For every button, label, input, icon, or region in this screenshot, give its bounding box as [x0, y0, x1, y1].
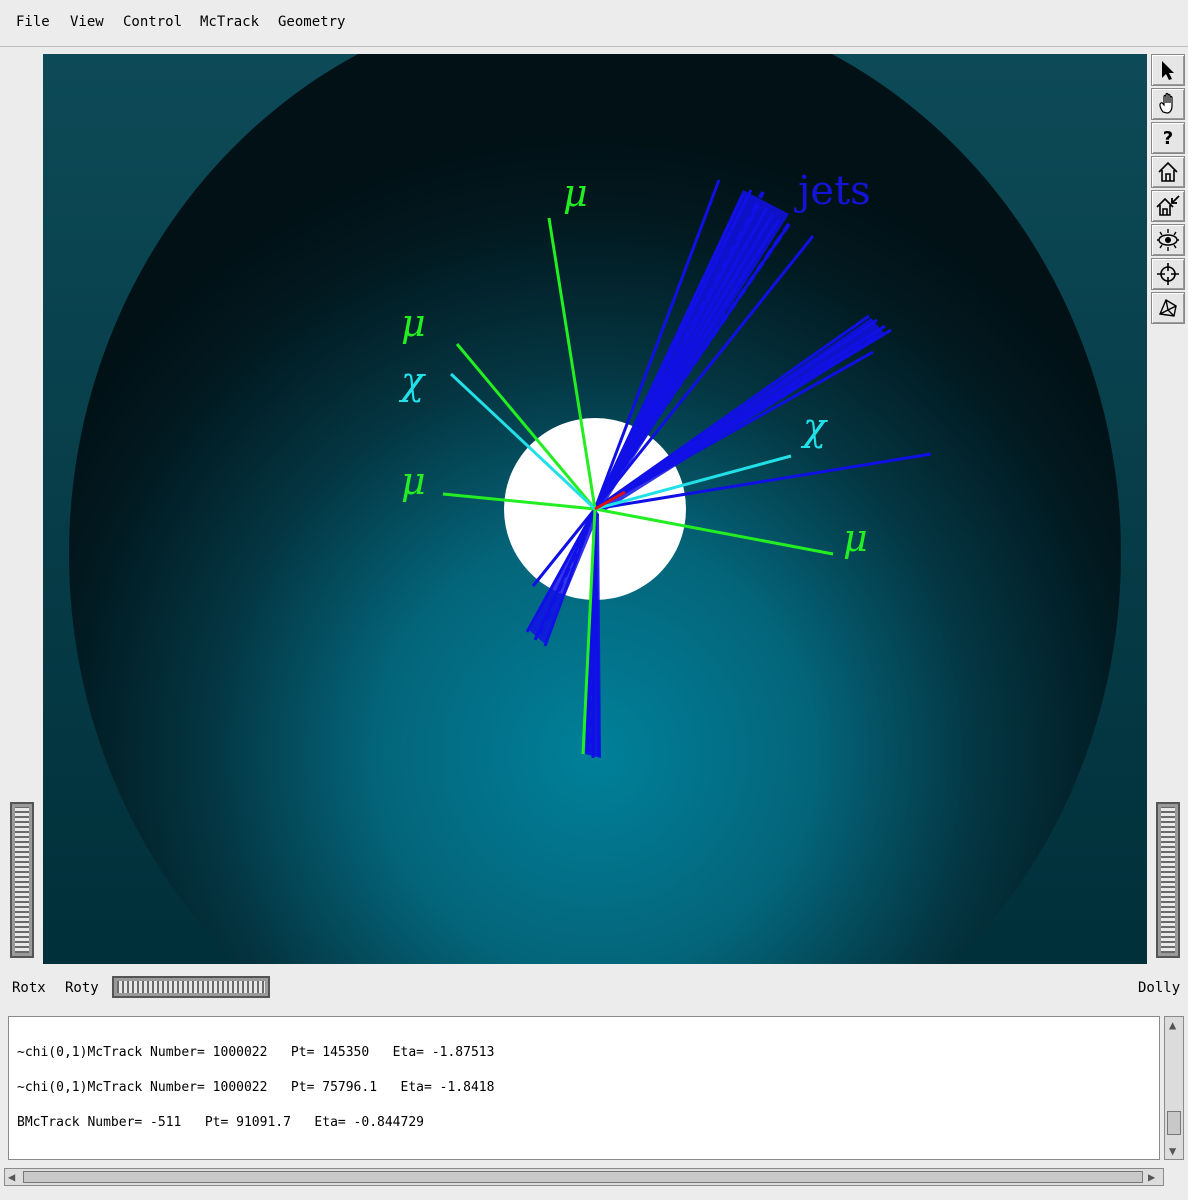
home-tool-button[interactable]	[1151, 156, 1185, 188]
event-display-viewport[interactable]: μ μ μ μ χ χ jets	[43, 54, 1147, 964]
console-line: ~chi(0,1)McTrack Number= 1000022 Pt= 145…	[17, 1045, 495, 1060]
console-line: ~chi(0,1)McTrack Number= 1000022 Pt= 757…	[17, 1080, 495, 1095]
pan-tool-button[interactable]	[1151, 88, 1185, 120]
scroll-down-arrow-icon[interactable]: ▼	[1169, 1144, 1177, 1158]
help-icon: ?	[1162, 127, 1174, 149]
chi-label: χ	[398, 359, 426, 403]
console-output[interactable]: ~chi(0,1)McTrack Number= 1000022 Pt= 145…	[8, 1016, 1160, 1160]
toggle-camera-icon	[1158, 298, 1177, 317]
dolly-label: Dolly	[1138, 980, 1181, 996]
menu-control[interactable]: Control	[123, 14, 183, 30]
viewer-toolbar: ?	[1150, 54, 1186, 326]
camera-tool-button[interactable]	[1151, 292, 1185, 324]
roty-label: Roty	[65, 980, 99, 996]
rotx-label: Rotx	[12, 980, 46, 996]
pan-hand-icon	[1159, 92, 1173, 114]
jet-track	[531, 508, 597, 587]
muon-tracks	[442, 217, 834, 755]
view-all-tool-button[interactable]	[1151, 224, 1185, 256]
chi-track	[449, 372, 597, 511]
horizontal-scroll-thumb[interactable]	[23, 1171, 1143, 1183]
home-icon	[1158, 161, 1178, 182]
seek-icon	[1157, 263, 1179, 285]
rotx-thumbwheel[interactable]	[10, 802, 34, 958]
menu-mctrack[interactable]: McTrack	[200, 14, 260, 30]
muon-track	[594, 507, 834, 556]
short-red-track	[594, 490, 626, 511]
seek-tool-button[interactable]	[1151, 258, 1185, 290]
scroll-left-arrow-icon[interactable]: ◀	[8, 1170, 16, 1184]
jet-cone	[529, 509, 599, 644]
select-tool-button[interactable]	[1151, 54, 1185, 86]
muon-track	[547, 217, 597, 510]
select-arrow-icon	[1162, 61, 1174, 80]
muon-label: μ	[563, 171, 588, 215]
jet-track	[593, 179, 721, 510]
muon-track	[581, 508, 597, 755]
help-tool-button[interactable]: ?	[1151, 122, 1185, 154]
jet-cone	[595, 190, 789, 509]
vertical-scroll-thumb[interactable]	[1167, 1111, 1181, 1135]
set-home-tool-button[interactable]	[1151, 190, 1185, 222]
jet-cone	[585, 514, 601, 758]
scroll-right-arrow-icon[interactable]: ▶	[1148, 1170, 1156, 1184]
dolly-thumbwheel[interactable]	[1156, 802, 1180, 958]
muon-track	[455, 343, 597, 510]
muon-label: μ	[843, 516, 868, 560]
chi-tracks	[449, 372, 792, 511]
jets-label: jets	[794, 168, 871, 214]
event-display-canvas[interactable]: μ μ μ μ χ χ jets	[43, 54, 1147, 964]
menu-bar: File View Control McTrack Geometry	[0, 0, 1188, 47]
chi-label: χ	[800, 405, 828, 449]
set-home-icon	[1156, 195, 1180, 216]
console-line: BMcTrack Number= -511 Pt= 91091.7 Eta= -…	[17, 1115, 424, 1130]
muon-label: μ	[401, 301, 426, 345]
scroll-up-arrow-icon[interactable]: ▲	[1169, 1018, 1177, 1032]
muon-label: μ	[401, 459, 426, 503]
menu-file[interactable]: File	[16, 14, 50, 30]
jet-cone	[595, 318, 885, 512]
chi-track	[594, 454, 792, 511]
jet-track	[594, 452, 932, 511]
muon-track	[442, 492, 596, 511]
console-horizontal-scrollbar[interactable]: ◀ ▶	[4, 1168, 1164, 1186]
menu-geometry[interactable]: Geometry	[278, 14, 346, 30]
menu-view[interactable]: View	[70, 14, 104, 30]
view-all-icon	[1157, 229, 1179, 251]
jet-track	[593, 235, 815, 510]
roty-thumbwheel[interactable]	[112, 976, 270, 998]
console-vertical-scrollbar[interactable]: ▲ ▼	[1164, 1016, 1184, 1160]
